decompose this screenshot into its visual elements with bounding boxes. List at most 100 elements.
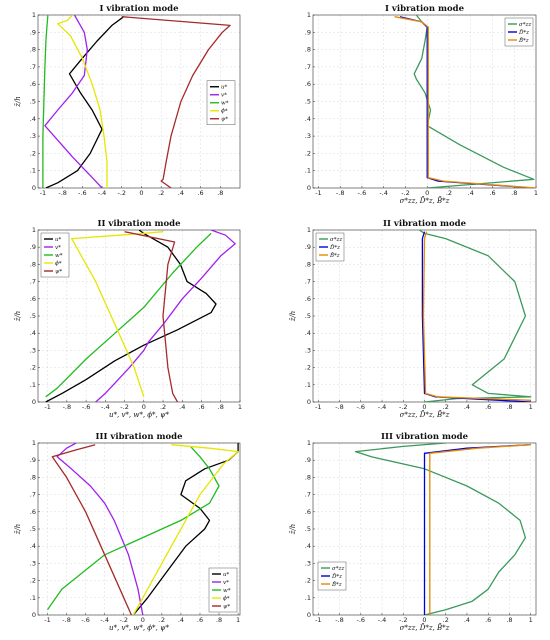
x-tick-label: 1 <box>529 616 533 624</box>
y-tick-label: .6 <box>305 508 311 516</box>
legend-entry: B̄*z <box>329 252 340 259</box>
x-tick-label: -.6 <box>81 616 90 624</box>
chart-title: III vibration mode <box>96 432 184 442</box>
y-tick-label: 1 <box>307 226 311 234</box>
y-tick-label: .9 <box>305 243 311 251</box>
x-tick-label: -.8 <box>63 403 72 411</box>
y-tick-label: .6 <box>305 80 311 88</box>
y-tick-label: .8 <box>305 260 311 268</box>
series-line-0 <box>413 15 535 188</box>
legend-entry: σ*zz <box>330 237 342 243</box>
chart-title: III vibration mode <box>381 432 469 442</box>
x-tick-label: .8 <box>506 616 512 624</box>
chart-title: I vibration mode <box>385 4 465 14</box>
y-tick-label: .6 <box>30 295 36 303</box>
y-tick-label: .1 <box>30 381 36 389</box>
y-tick-label: .2 <box>305 577 311 585</box>
y-tick-label: 0 <box>307 184 311 192</box>
x-tick-label: -.4 <box>98 189 107 197</box>
y-tick-label: 0 <box>307 611 311 619</box>
series-line-2 <box>394 16 536 188</box>
chart-title: I vibration mode <box>99 4 179 14</box>
y-tick-label: .9 <box>305 456 311 464</box>
y-tick-label: .2 <box>30 149 36 157</box>
x-tick-label: .8 <box>217 189 223 197</box>
y-tick-label: .5 <box>305 98 311 106</box>
y-tick-label: .2 <box>305 364 311 372</box>
y-tick-label: 1 <box>32 226 36 234</box>
y-tick-label: .9 <box>30 28 36 36</box>
y-tick-label: .6 <box>30 508 36 516</box>
y-tick-label: .7 <box>305 491 311 499</box>
legend-entry: B̄*z <box>331 581 342 588</box>
x-tick-label: 1 <box>534 189 538 197</box>
legend-entry: D̄*z <box>329 244 340 251</box>
x-tick-label: -1 <box>44 403 50 411</box>
x-tick-label: .2 <box>443 616 449 624</box>
chart-panel-bottom-right: -1 -.8 -.6 -.4 -.2 0 .2 .4 .6 .8 1 0 .1 .2 .3 .4 .5 .6 .7.… <box>289 432 537 632</box>
x-tick-label: .4 <box>464 616 470 624</box>
x-tick-label: 1 <box>236 616 240 624</box>
legend-entry: ψ* <box>223 604 230 610</box>
series-line-2 <box>46 445 220 611</box>
x-tick-label: .8 <box>506 403 512 411</box>
series-line-3 <box>71 231 164 398</box>
x-tick-label: -.6 <box>82 403 91 411</box>
legend-entry: u* <box>55 237 62 243</box>
x-tick-label: -.2 <box>399 403 408 411</box>
legend: σ*zzD̄*zB̄*z <box>315 232 345 262</box>
x-tick-label: -1 <box>44 616 50 624</box>
y-tick-label: .5 <box>305 525 311 533</box>
x-tick-label: 1 <box>238 403 242 411</box>
y-tick-label: .7 <box>305 63 311 71</box>
legend-entry: B̄*z <box>518 37 529 44</box>
y-tick-label: .8 <box>30 473 36 481</box>
y-tick-label: .9 <box>30 243 36 251</box>
y-tick-label: .3 <box>305 132 311 140</box>
series-line-1 <box>44 15 103 188</box>
x-tick-label: 0 <box>142 403 146 411</box>
legend: σ*zzD̄*zB̄*z <box>504 17 534 47</box>
x-tick-label: .6 <box>485 403 491 411</box>
x-tick-label: .6 <box>197 189 203 197</box>
y-tick-label: .6 <box>305 295 311 303</box>
x-tick-label: -.8 <box>62 616 71 624</box>
series-line-4 <box>124 231 179 402</box>
legend: u* v* w* ϕ* ψ* <box>40 232 70 278</box>
legend-entry: u* <box>223 572 230 578</box>
legend-entry: ϕ* <box>55 261 62 267</box>
y-axis-label: z̄/h <box>14 311 22 323</box>
series-line-0 <box>45 230 217 402</box>
x-tick-label: .4 <box>464 403 470 411</box>
legend-entry: ψ* <box>221 117 228 123</box>
legend-entry: D̄*z <box>518 29 529 36</box>
x-tick-label: 0 <box>141 616 145 624</box>
x-tick-label: -.6 <box>357 616 366 624</box>
legend-box <box>317 561 347 591</box>
series-line-0 <box>418 230 532 402</box>
x-tick-label: 0 <box>422 403 426 411</box>
series-line-4 <box>51 444 132 615</box>
y-tick-label: 0 <box>32 184 36 192</box>
y-axis-label: z̄/h <box>289 524 297 536</box>
y-tick-label: .4 <box>305 115 311 123</box>
y-tick-label: 1 <box>32 439 36 447</box>
x-tick-label: -.2 <box>401 189 410 197</box>
y-tick-label: .3 <box>30 132 36 140</box>
series-line-2 <box>42 15 49 188</box>
x-tick-label: .8 <box>216 616 222 624</box>
x-tick-label: -.6 <box>78 189 87 197</box>
chart-panel-bottom-left: -1 -.8 -.6 -.4 -.2 0 .2 .4 .6 .8 1 0 .1 .2 .3 .4 .5 .6 .7.… <box>14 432 241 632</box>
y-tick-label: .7 <box>30 63 36 71</box>
x-tick-label: -.6 <box>358 189 367 197</box>
x-tick-label: -.2 <box>399 616 408 624</box>
y-tick-label: .4 <box>305 329 311 337</box>
y-tick-label: 1 <box>307 11 311 19</box>
x-axis-label: σ*zz, D̄*z, B̄*z <box>400 196 450 205</box>
y-tick-label: 0 <box>32 398 36 406</box>
series-line-2 <box>422 231 531 401</box>
x-tick-label: .6 <box>489 189 495 197</box>
legend-entry: w* <box>55 253 63 259</box>
y-tick-label: .4 <box>30 115 36 123</box>
y-tick-label: .4 <box>305 542 311 550</box>
